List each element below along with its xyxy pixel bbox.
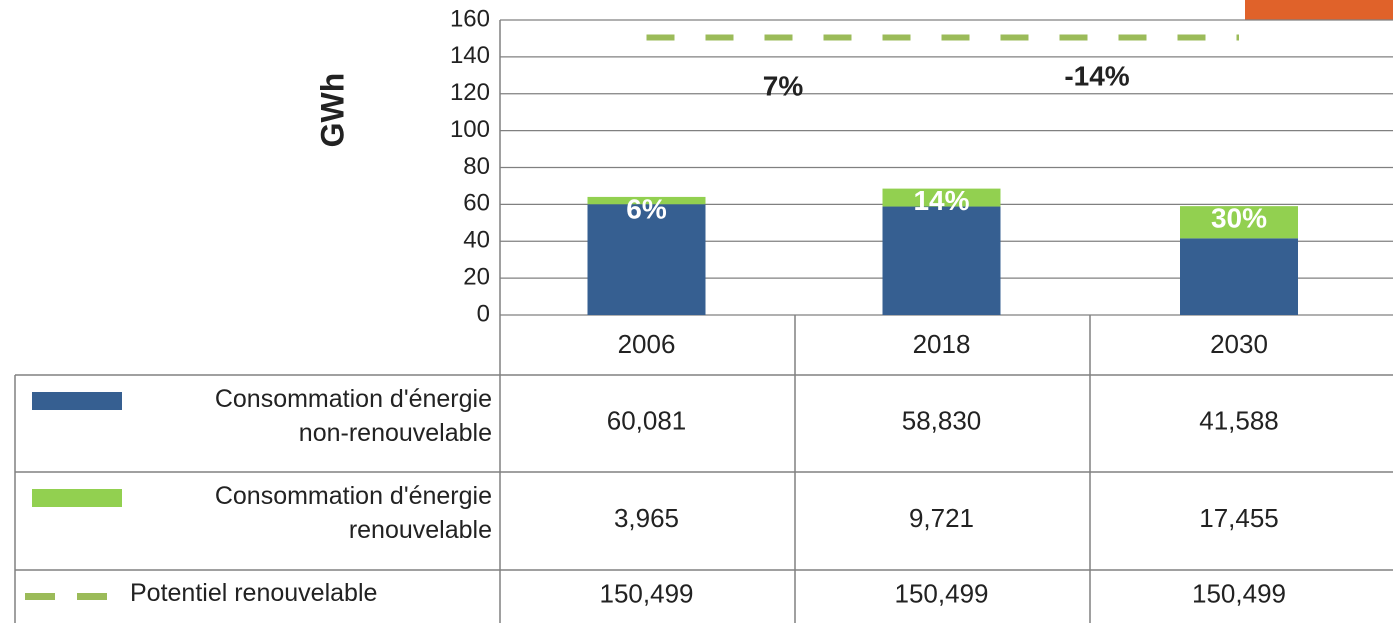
data-table: [14, 20, 1393, 623]
legend-label: Consommation d'énergie non-renouvelable: [214, 385, 492, 447]
legend-swatch: [32, 392, 122, 410]
table-value: 60,081: [607, 405, 687, 435]
y-tick-label: 60: [463, 190, 490, 217]
share-label: 6%: [626, 193, 667, 224]
bar-segment: [1180, 238, 1298, 315]
y-tick-label: 160: [450, 5, 490, 32]
table-value: 17,455: [1199, 503, 1279, 533]
table-value: 9,721: [909, 503, 974, 533]
annotation: -14%: [1064, 60, 1129, 91]
y-tick-label: 0: [477, 300, 490, 327]
category-label: 2030: [1210, 329, 1268, 359]
category-label: 2018: [913, 329, 971, 359]
share-label: 14%: [913, 185, 969, 216]
y-tick-label: 100: [450, 116, 490, 143]
bar-segment: [587, 204, 706, 315]
annotation: 7%: [763, 70, 804, 101]
bar-segment: [587, 196, 706, 205]
y-tick-label: 20: [463, 263, 490, 290]
legend-swatch: [32, 489, 122, 507]
bar-segment: [1180, 206, 1298, 239]
y-tick-label: 40: [463, 227, 490, 254]
category-label: 2006: [618, 329, 676, 359]
y-tick-label: 120: [450, 79, 490, 106]
legend-label: Potentiel renouvelable: [130, 579, 377, 607]
legend-label-box: Consommation d'énergie renouvelable: [214, 482, 492, 544]
bars: 6% 14% 30%: [587, 185, 1298, 315]
table-value: 58,830: [902, 405, 982, 435]
y-axis-label: GWh: [314, 73, 350, 148]
bar-segment: [882, 206, 1001, 315]
y-tick-label: 140: [450, 42, 490, 69]
table-value: 150,499: [1192, 578, 1286, 608]
table-value: 150,499: [895, 578, 989, 608]
legend-label-box: Consommation d'énergie non-renouvelable: [214, 385, 492, 447]
table-value: 41,588: [1199, 405, 1279, 435]
bar-segment: [882, 188, 1001, 207]
table-value: 3,965: [614, 503, 679, 533]
table-value: 150,499: [600, 578, 694, 608]
y-tick-label: 80: [463, 153, 490, 180]
legend-label: Consommation d'énergie renouvelable: [214, 482, 492, 544]
share-label: 30%: [1211, 203, 1267, 234]
